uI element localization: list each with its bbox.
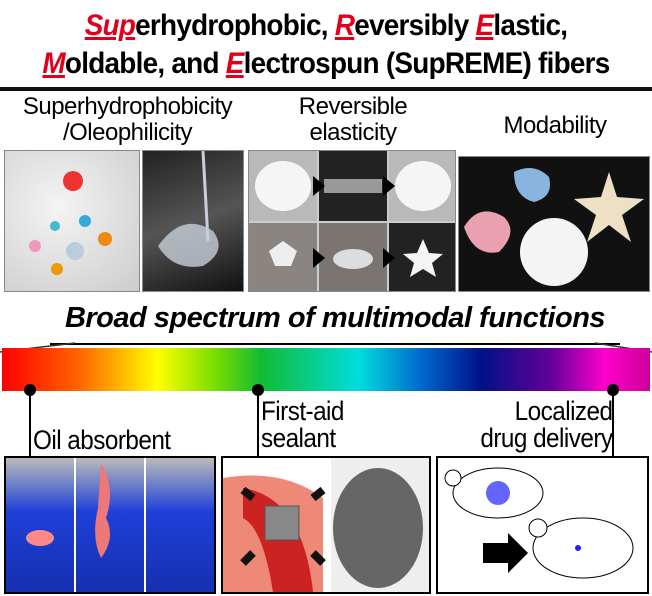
molded-shapes-photo bbox=[458, 156, 650, 292]
sealant-panel bbox=[221, 456, 431, 594]
acronym-letter: E bbox=[225, 47, 245, 80]
section-label: Modability bbox=[503, 112, 607, 139]
elasticity-sequence bbox=[249, 151, 455, 291]
title-text: eversibly bbox=[354, 9, 476, 42]
label-drug-delivery: Localized drug delivery bbox=[437, 398, 613, 452]
title-text: lastic, bbox=[493, 9, 568, 42]
oil-absorption-photos bbox=[6, 458, 214, 592]
section-label: Reversible bbox=[298, 93, 408, 120]
acronym-letter: M bbox=[42, 47, 65, 80]
section-label: Superhydrophobicity bbox=[22, 93, 233, 120]
droplets-photo bbox=[4, 150, 140, 292]
marker-line bbox=[29, 390, 31, 456]
title-text: lectrospun (SupREME) fibers bbox=[243, 47, 611, 80]
divider bbox=[0, 87, 652, 91]
sealant-illustration bbox=[223, 458, 429, 592]
marker-line bbox=[612, 390, 614, 456]
section-elasticity: Reversible elasticity bbox=[268, 94, 438, 146]
molded-shapes bbox=[464, 168, 644, 286]
label-oil-absorbent: Oil absorbent bbox=[33, 425, 171, 455]
droplets-illustration bbox=[29, 171, 112, 275]
label-line: First-aid bbox=[261, 396, 344, 426]
acronym-letter: E bbox=[475, 9, 495, 42]
acronym-letter: Sup bbox=[84, 9, 136, 42]
section-superhydrophobicity: Superhydrophobicity/Oleophilicity bbox=[0, 94, 255, 146]
section-label: elasticity bbox=[309, 119, 397, 146]
fiber-illustration bbox=[158, 151, 219, 267]
label-line: sealant bbox=[261, 423, 336, 453]
banner-title: Broad spectrum of multimodal functions bbox=[64, 302, 606, 334]
marker-line bbox=[257, 390, 259, 456]
section-label: /Oleophilicity bbox=[62, 119, 193, 146]
acronym-letter: R bbox=[334, 9, 355, 42]
drug-delivery-panel bbox=[436, 456, 649, 594]
title-line-2: Moldable, and Electrospun (SupREME) fibe… bbox=[23, 44, 629, 84]
title-text: erhydrophobic, bbox=[135, 9, 335, 42]
elasticity-photos bbox=[248, 150, 456, 292]
mice-illustration bbox=[444, 467, 634, 579]
label-line: Localized bbox=[514, 396, 613, 426]
label-line: drug delivery bbox=[480, 423, 613, 453]
banner-underline bbox=[50, 343, 620, 345]
oil-fiber-photo bbox=[142, 150, 244, 292]
title-text: oldable, and bbox=[64, 47, 226, 80]
label-first-aid-sealant: First-aid sealant bbox=[261, 398, 344, 452]
spectrum-bar bbox=[2, 348, 650, 391]
section-modability: Modability bbox=[460, 113, 650, 139]
oil-absorbent-panel bbox=[4, 456, 216, 594]
title-line-1: Superhydrophobic, Reversibly Elastic, bbox=[23, 6, 629, 46]
